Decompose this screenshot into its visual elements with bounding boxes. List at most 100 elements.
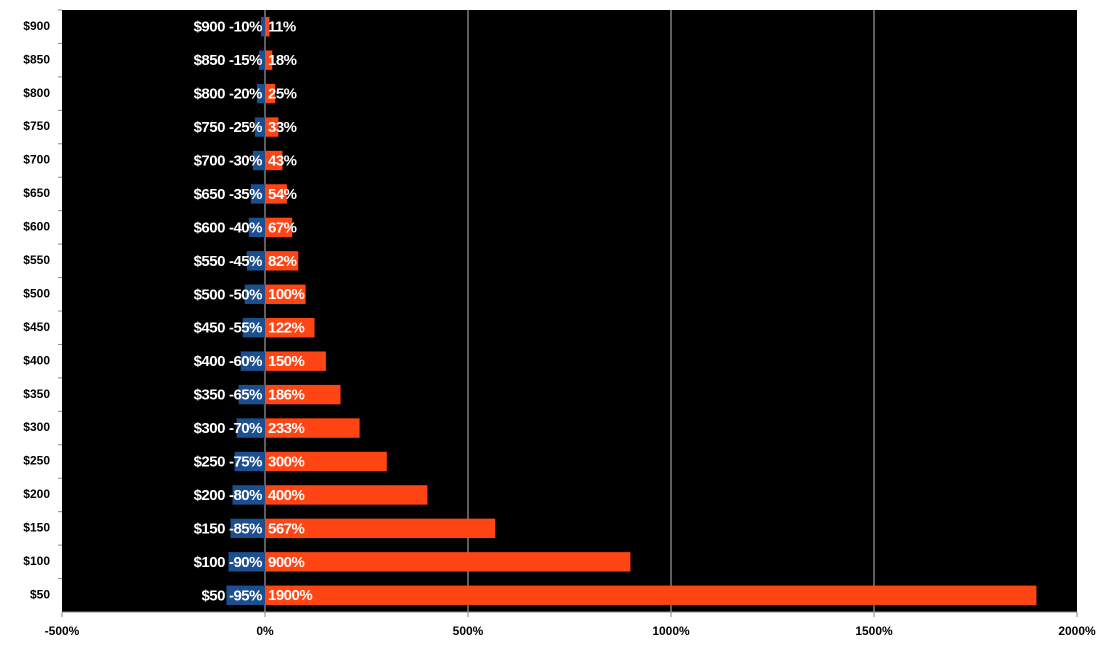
value-label: 11% <box>268 19 296 36</box>
value-label: -90% <box>229 554 262 571</box>
value-label: -45% <box>229 253 262 270</box>
category-label: $300 <box>194 420 226 437</box>
value-label: 233% <box>268 420 305 437</box>
y-tick-label: $900 <box>23 19 50 33</box>
bar <box>232 485 265 505</box>
data-label: $100 -90% <box>194 554 263 571</box>
data-label: $650 -35% <box>194 186 263 203</box>
bar <box>238 384 265 405</box>
category-label: $50 <box>201 587 225 604</box>
x-tick-label: 1000% <box>652 624 690 638</box>
data-label: $400 -60% <box>194 353 263 370</box>
bar <box>240 351 265 371</box>
y-tick-label: $100 <box>23 554 50 568</box>
bar <box>265 485 428 505</box>
x-tick-label: 0% <box>256 624 274 638</box>
value-label: 54% <box>268 186 297 203</box>
value-label: 400% <box>268 487 305 504</box>
bar <box>265 585 1037 605</box>
value-label: 100% <box>268 286 305 303</box>
value-label: -70% <box>229 420 262 437</box>
bar <box>265 150 283 171</box>
bar <box>258 50 265 70</box>
value-label: -85% <box>229 520 262 537</box>
y-tick-label: $550 <box>23 253 50 267</box>
y-tick-label: $200 <box>23 487 50 501</box>
category-label: $550 <box>194 253 226 270</box>
bar <box>265 351 326 371</box>
value-label: 900% <box>268 554 305 571</box>
data-label: $50 -95% <box>201 587 262 604</box>
category-label: $200 <box>194 487 226 504</box>
bar <box>265 418 360 438</box>
data-label: $850 -15% <box>194 52 263 69</box>
bar <box>265 552 631 572</box>
y-tick-label: $400 <box>23 353 50 367</box>
bar <box>265 50 273 70</box>
bar <box>265 251 299 271</box>
y-tick-label: $700 <box>23 153 50 167</box>
value-label: -15% <box>229 52 262 69</box>
bar <box>265 318 315 338</box>
x-tick-label: 500% <box>453 624 484 638</box>
data-label: $800 -20% <box>194 86 263 103</box>
category-label: $650 <box>194 186 226 203</box>
data-label: $550 -45% <box>194 253 263 270</box>
category-label: $750 <box>194 119 226 136</box>
data-label: $600 -40% <box>194 219 263 236</box>
bar <box>254 117 265 137</box>
value-label: 82% <box>268 253 297 270</box>
data-label: $900 -10% <box>194 19 263 36</box>
category-label: $500 <box>194 286 226 303</box>
value-label: -55% <box>229 320 262 337</box>
y-tick-label: $150 <box>23 521 50 535</box>
value-label: -75% <box>229 453 262 470</box>
bar <box>252 150 265 171</box>
value-label: -25% <box>229 119 262 136</box>
value-label: 122% <box>268 320 305 337</box>
x-tick-label: -500% <box>45 624 80 638</box>
category-label: $700 <box>194 152 226 169</box>
y-tick-label: $50 <box>30 587 50 601</box>
value-label: 186% <box>268 387 305 404</box>
data-label: $500 -50% <box>194 286 263 303</box>
y-tick-label: $600 <box>23 220 50 234</box>
category-label: $150 <box>194 520 226 537</box>
value-label: 150% <box>268 353 305 370</box>
value-label: -35% <box>229 186 262 203</box>
value-label: 18% <box>268 52 297 69</box>
category-label: $600 <box>194 219 226 236</box>
value-label: 1900% <box>268 587 312 604</box>
data-label: $750 -25% <box>194 119 263 136</box>
data-label: $700 -30% <box>194 152 263 169</box>
y-tick-label: $350 <box>23 387 50 401</box>
data-label: $150 -85% <box>194 520 263 537</box>
category-label: $800 <box>194 86 226 103</box>
bar <box>234 451 265 472</box>
value-label: -30% <box>229 152 262 169</box>
value-label: 67% <box>268 219 297 236</box>
bar <box>230 518 265 539</box>
y-tick-label: $800 <box>23 86 50 100</box>
bar <box>265 117 279 137</box>
data-label: $300 -70% <box>194 420 263 437</box>
data-label: $450 -55% <box>194 320 263 337</box>
bar <box>265 83 276 104</box>
value-label: 43% <box>268 152 297 169</box>
bar <box>265 284 306 304</box>
value-label: -50% <box>229 286 262 303</box>
bar <box>248 217 265 238</box>
data-label: $350 -65% <box>194 387 263 404</box>
x-tick-label: 2000% <box>1058 624 1096 638</box>
bar <box>265 451 387 472</box>
bar <box>244 284 265 304</box>
value-label: -95% <box>229 587 262 604</box>
value-label: 567% <box>268 520 305 537</box>
y-tick-label: $850 <box>23 52 50 66</box>
value-label: 33% <box>268 119 297 136</box>
y-tick-label: $450 <box>23 320 50 334</box>
x-tick-label: 1500% <box>855 624 893 638</box>
y-tick-label: $650 <box>23 186 50 200</box>
bar <box>265 384 341 405</box>
